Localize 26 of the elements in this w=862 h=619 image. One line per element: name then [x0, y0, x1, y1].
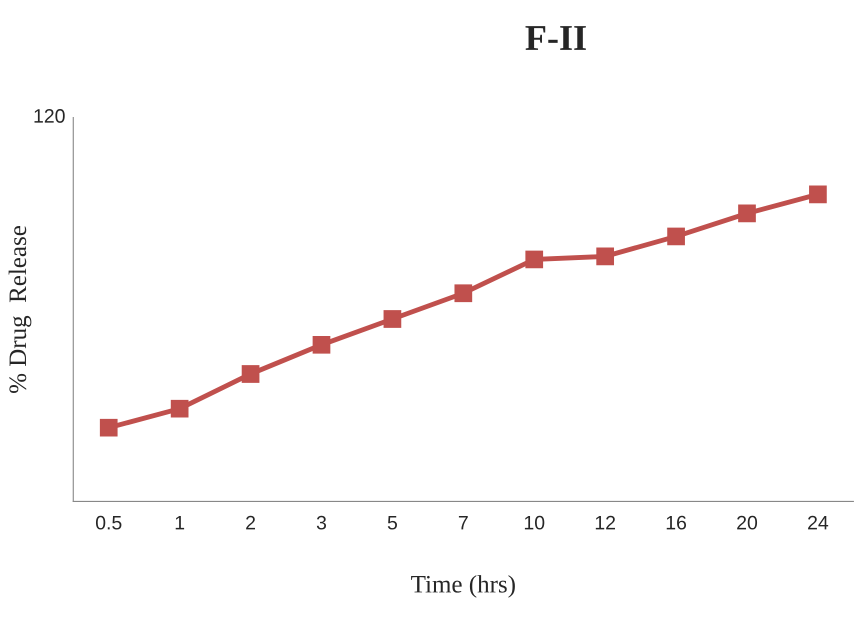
- x-tick-label: 2: [246, 516, 255, 530]
- point: [809, 186, 827, 204]
- x-tick-label: 1: [176, 516, 184, 530]
- point: [525, 250, 544, 268]
- chart-title: F-II: [526, 26, 586, 50]
- point: [454, 284, 472, 302]
- point: [100, 418, 118, 437]
- x-tick-label: 10: [524, 516, 544, 530]
- point: [384, 310, 402, 328]
- point: [312, 336, 330, 354]
- x-tick-label: 7: [458, 516, 468, 530]
- x-tick-label: 16: [666, 516, 686, 530]
- y-axis-title: % Drug Release: [8, 226, 32, 393]
- point: [596, 248, 614, 266]
- text: 120: [34, 109, 65, 123]
- point: [667, 228, 685, 246]
- x-tick-label: 20: [737, 516, 758, 530]
- point: [738, 204, 756, 222]
- x-tick-label: 12: [596, 516, 615, 530]
- x-tick-label: 24: [808, 516, 828, 530]
- x-tick-label: 3: [316, 516, 326, 530]
- x-axis-title: Time (hrs): [411, 575, 515, 598]
- point: [170, 400, 188, 418]
- point: [242, 365, 260, 383]
- x-tick-label: 5: [388, 516, 397, 530]
- x-tick-label: 0.5: [96, 516, 122, 530]
